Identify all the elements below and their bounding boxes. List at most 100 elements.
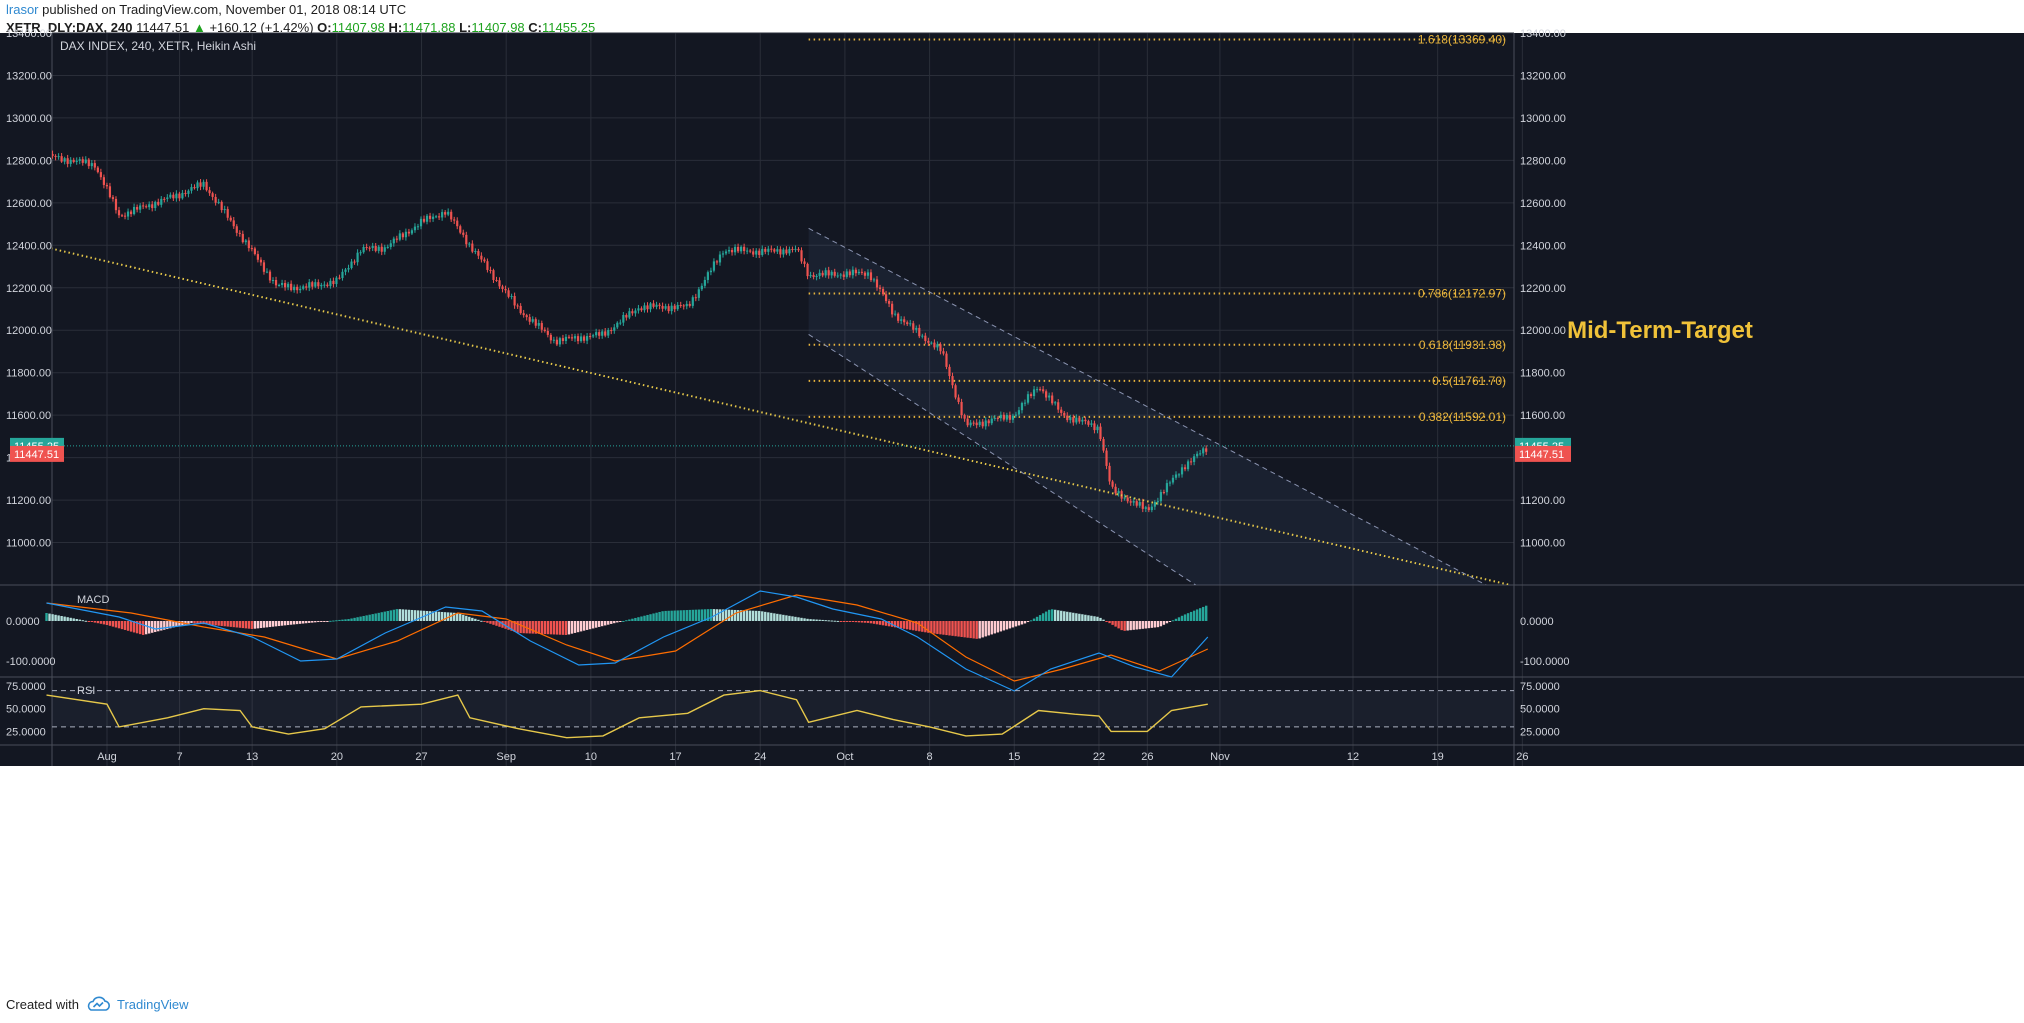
y-tick-label-right: 12000.00 bbox=[1520, 325, 1566, 337]
macd-histogram-bar bbox=[214, 621, 217, 626]
candle-body bbox=[610, 330, 613, 332]
macd-histogram-bar bbox=[860, 621, 864, 623]
candle-body bbox=[401, 233, 404, 238]
macd-histogram-bar bbox=[906, 621, 909, 630]
macd-histogram-bar bbox=[588, 621, 592, 630]
macd-histogram-bar bbox=[899, 621, 903, 629]
macd-histogram-bar bbox=[132, 621, 136, 633]
candle-body bbox=[978, 421, 981, 426]
macd-histogram-bar bbox=[658, 611, 661, 621]
macd-histogram-bar bbox=[1159, 621, 1163, 627]
candle-body bbox=[447, 211, 450, 215]
macd-histogram-bar bbox=[471, 617, 474, 621]
candle-body bbox=[875, 279, 879, 288]
candle-body bbox=[226, 209, 229, 218]
candle-body bbox=[1114, 486, 1117, 494]
candle-body bbox=[1147, 507, 1150, 511]
macd-histogram-bar bbox=[579, 621, 583, 632]
candle-body bbox=[851, 269, 854, 276]
macd-histogram-bar bbox=[308, 621, 311, 623]
fib-level-label: 1.618(13369.40) bbox=[1418, 32, 1506, 46]
x-tick-label: 24 bbox=[754, 751, 766, 763]
candle-body bbox=[595, 332, 598, 336]
tradingview-link[interactable]: TradingView bbox=[116, 996, 189, 1012]
macd-histogram-bar bbox=[673, 610, 676, 621]
candle-body bbox=[1123, 497, 1126, 499]
candle-body bbox=[761, 248, 764, 255]
candle-body bbox=[824, 270, 827, 276]
macd-histogram-bar bbox=[884, 621, 888, 626]
tradingview-cloud-icon bbox=[87, 996, 110, 1011]
candle-body bbox=[450, 211, 453, 220]
macd-histogram-bar bbox=[1117, 621, 1120, 629]
candle-body bbox=[993, 417, 996, 419]
macd-line bbox=[46, 590, 1209, 692]
candle-body bbox=[377, 246, 380, 251]
candle-body bbox=[785, 249, 788, 254]
macd-histogram-bar bbox=[510, 621, 513, 631]
candle-body bbox=[504, 288, 507, 291]
macd-histogram-bar bbox=[217, 621, 220, 626]
macd-histogram-bar bbox=[443, 612, 447, 621]
macd-histogram-bar bbox=[90, 621, 94, 622]
candle-body bbox=[211, 193, 214, 197]
candle-body bbox=[939, 344, 942, 352]
macd-histogram-bar bbox=[1132, 621, 1135, 630]
x-tick-label: 26 bbox=[1516, 751, 1528, 763]
candle-body bbox=[673, 305, 676, 310]
macd-histogram-bar bbox=[1201, 606, 1205, 621]
candle-body bbox=[972, 422, 975, 424]
macd-histogram-bar bbox=[419, 610, 423, 621]
macd-histogram-bar bbox=[924, 621, 927, 633]
publish-info: lrasor published on TradingView.com, Nov… bbox=[6, 2, 406, 17]
y-tick-label-left: 12000.00 bbox=[6, 325, 52, 337]
candle-body bbox=[894, 313, 897, 315]
candle-body bbox=[803, 261, 806, 264]
macd-histogram-bar bbox=[57, 615, 60, 621]
macd-histogram-bar bbox=[945, 621, 948, 636]
rsi-tick-left: 25.0000 bbox=[6, 726, 46, 738]
candle-body bbox=[564, 336, 568, 341]
candle-body bbox=[498, 280, 501, 287]
candle-body bbox=[247, 240, 250, 249]
candle-body bbox=[1165, 483, 1169, 493]
candle-body bbox=[217, 201, 220, 203]
candle-body bbox=[422, 218, 426, 222]
macd-histogram-bar bbox=[833, 620, 836, 622]
candle-body bbox=[655, 304, 658, 307]
macd-histogram-bar bbox=[383, 611, 386, 621]
candle-body bbox=[398, 233, 401, 240]
macd-histogram-bar bbox=[356, 617, 359, 621]
candle-body bbox=[607, 330, 610, 336]
candle-body bbox=[90, 163, 93, 167]
macd-histogram-bar bbox=[434, 611, 438, 621]
author-link[interactable]: lrasor bbox=[6, 2, 39, 17]
candle-body bbox=[688, 303, 691, 306]
candle-body bbox=[359, 252, 362, 254]
candle-body bbox=[1168, 482, 1172, 484]
candle-body bbox=[1153, 501, 1156, 507]
macd-histogram-bar bbox=[1023, 621, 1027, 624]
candle-body bbox=[694, 297, 697, 299]
candle-body bbox=[187, 190, 190, 194]
candle-body bbox=[1051, 395, 1054, 404]
macd-histogram-bar bbox=[736, 610, 740, 621]
candle-body bbox=[670, 305, 673, 312]
candle-body bbox=[1129, 501, 1132, 503]
macd-histogram-bar bbox=[649, 614, 652, 621]
macd-histogram-bar bbox=[1165, 621, 1169, 624]
candle-body bbox=[797, 248, 800, 251]
candle-body bbox=[984, 420, 987, 427]
candle-body bbox=[552, 339, 555, 341]
candle-body bbox=[78, 159, 81, 161]
macd-histogram-bar bbox=[1090, 615, 1093, 621]
macd-histogram-bar bbox=[975, 621, 978, 639]
candle-body bbox=[428, 215, 432, 219]
candle-body bbox=[489, 269, 492, 271]
macd-histogram-bar bbox=[721, 609, 725, 621]
macd-histogram-bar bbox=[190, 621, 193, 624]
candle-body bbox=[531, 319, 534, 322]
macd-histogram-bar bbox=[640, 616, 643, 621]
fib-level-label: 0.618(11931.38) bbox=[1419, 338, 1506, 352]
